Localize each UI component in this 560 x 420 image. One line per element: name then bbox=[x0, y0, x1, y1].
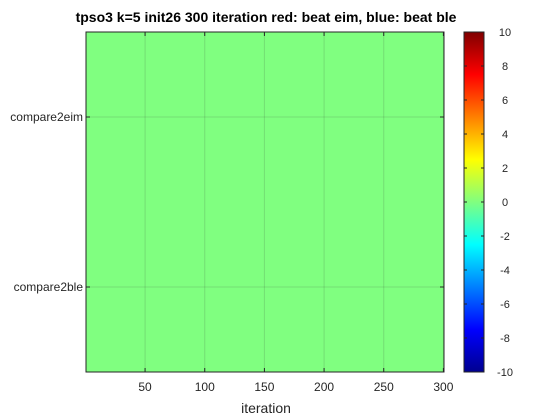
colorbar-tick-label: -10 bbox=[497, 367, 513, 379]
x-tick-label: 100 bbox=[195, 380, 215, 394]
x-axis-label: iteration bbox=[241, 400, 291, 416]
colorbar-tick-label: 8 bbox=[502, 61, 508, 73]
heatmap-cell-compare2eim bbox=[86, 32, 444, 202]
y-tick-label: compare2eim bbox=[10, 110, 83, 124]
colorbar-tick-label: -2 bbox=[500, 231, 510, 243]
colorbar-tick-label: -4 bbox=[500, 265, 510, 277]
x-tick-label: 200 bbox=[314, 380, 334, 394]
x-tick-label: 300 bbox=[433, 380, 453, 394]
plot-frame bbox=[85, 31, 445, 373]
x-tick-label: 250 bbox=[374, 380, 394, 394]
plot-area: 50 100 150 200 250 300 compare2eim compare2ble bbox=[10, 31, 454, 394]
colorbar-tick-label: 4 bbox=[502, 129, 508, 141]
colorbar-tick-label: 10 bbox=[499, 27, 511, 39]
colorbar-tick-label: -6 bbox=[500, 299, 510, 311]
x-tick-label: 50 bbox=[138, 380, 152, 394]
colorbar: 10 8 6 4 2 0 -2 -4 -6 -8 -10 bbox=[463, 27, 513, 379]
colorbar-tick-label: 2 bbox=[502, 163, 508, 175]
colorbar-tick-label: 0 bbox=[502, 197, 508, 209]
colorbar-tick-label: -8 bbox=[500, 333, 510, 345]
colorbar-gradient bbox=[464, 32, 484, 372]
x-tick-label: 150 bbox=[254, 380, 274, 394]
chart-title: tpso3 k=5 init26 300 iteration red: beat… bbox=[76, 9, 457, 25]
colorbar-tick-label: 6 bbox=[502, 95, 508, 107]
heatmap-cell-compare2ble bbox=[86, 202, 444, 372]
y-tick-label: compare2ble bbox=[14, 280, 84, 294]
